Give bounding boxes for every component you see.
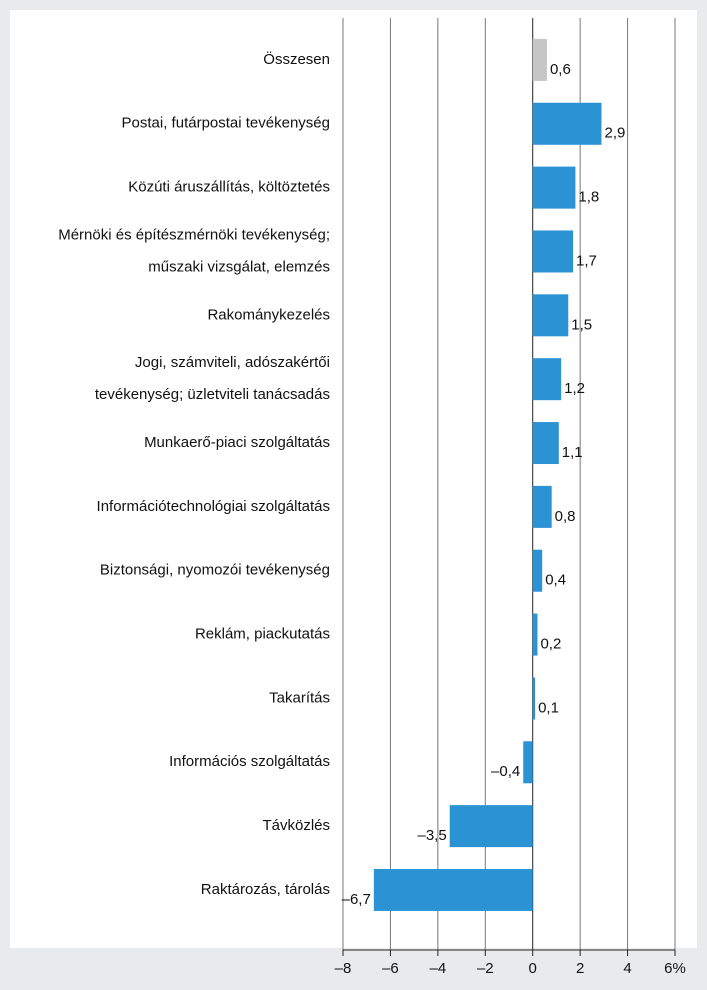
category-label: Információs szolgáltatás <box>169 753 330 770</box>
category-label: Jogi, számviteli, adószakértői tevékenysé… <box>95 354 330 403</box>
bar <box>532 102 602 145</box>
x-tick-label: 2 <box>576 960 584 977</box>
x-tick-label: 0 <box>529 960 537 977</box>
value-label: –3,5 <box>418 827 447 844</box>
value-label: –6,7 <box>342 891 371 908</box>
bar <box>532 294 569 337</box>
bar <box>532 358 562 401</box>
x-tick-label: –8 <box>335 960 352 977</box>
value-label: 1,8 <box>578 189 599 206</box>
category-label: Raktározás, tárolás <box>201 881 330 898</box>
value-label: 1,1 <box>562 444 583 461</box>
category-label: Takarítás <box>269 689 330 706</box>
x-tick-label: –4 <box>430 960 447 977</box>
bar <box>532 677 536 720</box>
x-tick-label: 4 <box>623 960 631 977</box>
value-label: 0,2 <box>540 636 561 653</box>
value-label: 0,4 <box>545 572 566 589</box>
bar <box>449 805 533 848</box>
category-label: Információtechnológiai szolgáltatás <box>97 498 330 515</box>
value-label: 1,7 <box>576 252 597 269</box>
category-label: Mérnöki és építészmérnöki tevékenység; mű… <box>58 226 330 275</box>
value-label: 1,5 <box>571 316 592 333</box>
bar <box>523 741 533 784</box>
category-label: Rakománykezelés <box>207 306 330 323</box>
category-label: Biztonsági, nyomozói tevékenység <box>100 562 330 579</box>
bar <box>532 422 559 465</box>
bar <box>532 549 543 592</box>
value-label: 1,2 <box>564 380 585 397</box>
value-label: 0,8 <box>555 508 576 525</box>
category-label: Postai, futárpostai tevékenység <box>122 115 330 132</box>
x-tick-label: 6% <box>664 960 686 977</box>
value-label: 2,9 <box>604 125 625 142</box>
bar <box>532 166 576 209</box>
bar <box>373 868 533 911</box>
category-label: Összesen <box>263 50 330 68</box>
category-label: Munkaerő-piaci szolgáltatás <box>144 434 330 451</box>
bar <box>532 230 574 273</box>
x-tick-label: –2 <box>477 960 494 977</box>
category-label: Reklám, piackutatás <box>195 626 330 643</box>
x-tick-label: –6 <box>382 960 399 977</box>
value-label: 0,1 <box>538 699 559 716</box>
category-label: Távközlés <box>262 817 330 834</box>
bar <box>532 38 547 81</box>
category-label: Közúti áruszállítás, költöztetés <box>128 179 330 196</box>
plot-background <box>10 10 697 948</box>
bar <box>532 485 552 528</box>
value-label: –0,4 <box>491 763 520 780</box>
bar <box>532 613 538 656</box>
value-label: 0,6 <box>550 61 571 78</box>
